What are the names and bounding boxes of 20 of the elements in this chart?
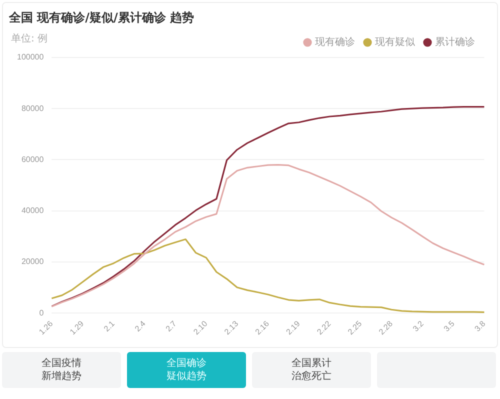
legend-label: 现有疑似 — [375, 36, 415, 48]
tab-button: 全国疫情新增趋势 — [2, 352, 121, 388]
y-tick-label: 0 — [39, 308, 44, 318]
tab-button: 全国确诊疑似趋势 — [127, 352, 246, 388]
x-tick-label: 2.1 — [102, 318, 117, 334]
x-tick-label: 2.7 — [164, 318, 179, 334]
legend-label: 累计确诊 — [435, 36, 475, 48]
x-tick-label: 3.5 — [442, 318, 457, 334]
y-tick-label: 40000 — [21, 206, 44, 216]
legend-label: 现有确诊 — [315, 36, 355, 48]
x-tick-label: 3.2 — [411, 318, 426, 334]
y-tick-label: 20000 — [21, 257, 44, 266]
x-tick-label: 3.8 — [472, 318, 488, 334]
y-axis-title: 单位: 例 — [11, 32, 48, 45]
chart-title: 全国 现有确诊/疑似/累计确诊 趋势 — [8, 10, 194, 24]
y-tick-label: 60000 — [21, 154, 44, 164]
tab-button: 全国累计治愈死亡 — [252, 352, 371, 388]
x-tick-label: 2.4 — [133, 318, 148, 334]
y-tick-label: 80000 — [21, 104, 44, 113]
y-tick-label: 100000 — [16, 52, 44, 62]
